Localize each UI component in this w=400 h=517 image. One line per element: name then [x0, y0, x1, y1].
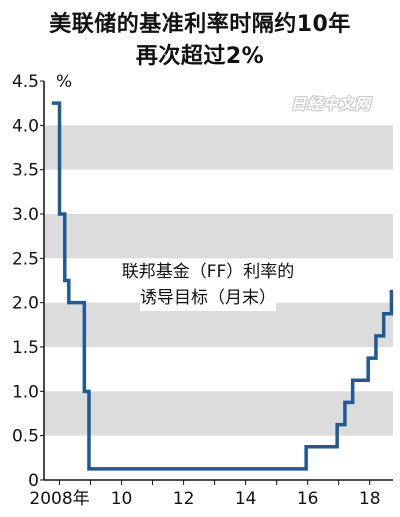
annotation-line-2: 诱导目标（月末） [140, 285, 276, 311]
y-unit-label: % [56, 72, 72, 92]
y-tick-label: 0 [28, 471, 39, 491]
x-tick-label: 18 [359, 489, 381, 509]
x-tick-label: 12 [173, 489, 195, 509]
grid-band [44, 391, 393, 436]
y-tick-label: 3.0 [12, 205, 39, 225]
x-tick-label: 10 [111, 489, 133, 509]
x-tick-label: 14 [235, 489, 257, 509]
y-tick-label: 2.5 [12, 249, 39, 269]
chart-title-line-1: 美联储的基准利率时隔约10年 [49, 12, 351, 37]
grid-band [44, 125, 393, 170]
watermark: 日经中文网 [291, 95, 372, 113]
grid-band [44, 214, 393, 259]
annotation-line-1: 联邦基金（FF）利率的 [121, 259, 295, 285]
y-tick-label: 1.5 [12, 338, 39, 358]
y-tick-label: 4.0 [12, 116, 39, 136]
x-tick-label: 2008年 [29, 489, 89, 509]
y-tick-label: 3.5 [12, 161, 39, 181]
x-tick-label: 16 [297, 489, 319, 509]
series-line-ff-rate [51, 101, 394, 471]
series-annotation: 联邦基金（FF）利率的 诱导目标（月末） [88, 259, 328, 311]
y-tick-label: 0.5 [12, 427, 39, 447]
chart-title-line-2: 再次超过2% [135, 44, 265, 69]
y-tick-label: 2.0 [12, 294, 39, 314]
y-tick-label: 4.5 [12, 72, 39, 92]
y-tick-label: 1.0 [12, 382, 39, 402]
